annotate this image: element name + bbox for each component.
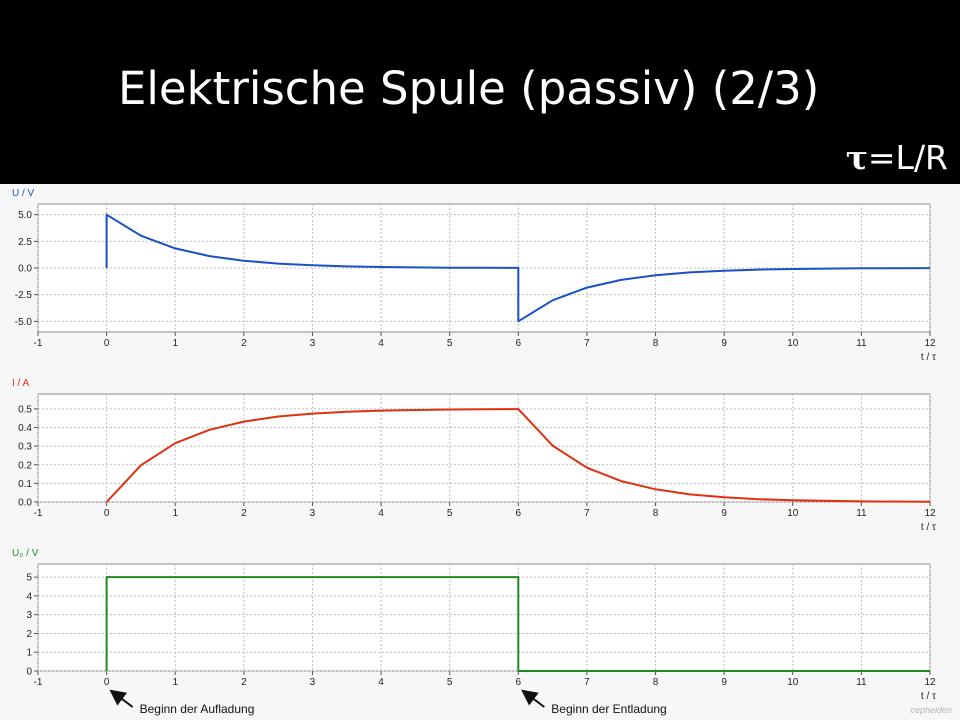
formula-rest: =L/R	[867, 138, 948, 177]
y-tick-label: 5	[26, 573, 32, 584]
time-constant-formula: τ=L/R	[846, 138, 948, 177]
x-tick-label: 10	[787, 677, 799, 688]
y-tick-label: 2.5	[18, 237, 32, 248]
y-tick-label: 4	[26, 591, 32, 602]
x-tick-label: 1	[172, 677, 178, 688]
y-tick-label: -5.0	[15, 317, 33, 328]
x-axis-label: t / τ	[921, 352, 936, 363]
x-tick-label: 0	[104, 338, 110, 349]
x-tick-label: 10	[787, 508, 799, 519]
x-tick-label: 9	[721, 338, 727, 349]
x-tick-label: 2	[241, 338, 247, 349]
x-tick-label: 5	[447, 508, 453, 519]
x-tick-label: 4	[378, 508, 384, 519]
x-tick-label: -1	[34, 338, 43, 349]
plot-area: -1 0 1 2 3 4 5 6 7 8 9 10 11 12 5.0 2.5 0.0 -2.5 -5.0 U / V…	[0, 184, 960, 720]
annotation-label: Beginn der Entladung	[551, 702, 666, 716]
y-tick-label: 0	[26, 667, 32, 678]
x-tick-label: 12	[924, 508, 936, 519]
y-tick-label: 3	[26, 610, 32, 621]
x-tick-label: 4	[378, 338, 384, 349]
x-tick-label: 12	[924, 338, 936, 349]
y-tick-label: 2	[26, 629, 32, 640]
y-tick-label: 0.0	[18, 498, 32, 509]
x-axis-label: t / τ	[921, 691, 936, 702]
x-tick-label: 2	[241, 508, 247, 519]
x-tick-label: 0	[104, 508, 110, 519]
x-tick-label: 5	[447, 338, 453, 349]
x-tick-label: 4	[378, 677, 384, 688]
plot-frame	[37, 563, 931, 672]
x-tick-label: 3	[310, 508, 316, 519]
x-tick-label: 3	[310, 338, 316, 349]
y-tick-label: 0.1	[18, 479, 32, 490]
series-line	[105, 408, 931, 503]
y-tick-label: 1	[26, 648, 32, 659]
y-axis-label: U / V	[12, 188, 35, 199]
y-tick-label: 0.0	[18, 264, 32, 275]
x-tick-label: 7	[584, 677, 590, 688]
x-tick-label: 6	[516, 677, 522, 688]
charts: -1 0 1 2 3 4 5 6 7 8 9 10 11 125.02.50.0-2.5-5.0U / V…	[12, 188, 936, 716]
x-tick-label: 5	[447, 677, 453, 688]
x-tick-label: 7	[584, 338, 590, 349]
series-line	[105, 576, 930, 672]
x-tick-label: 7	[584, 508, 590, 519]
x-tick-label: 9	[721, 508, 727, 519]
y-tick-label: 0.4	[18, 423, 32, 434]
series-line	[105, 213, 931, 323]
annotations: Beginn der Aufladung Beginn der Entladung	[109, 689, 667, 716]
x-tick-label: -1	[34, 508, 43, 519]
y-tick-label: 0.2	[18, 460, 32, 471]
x-tick-label: 6	[516, 338, 522, 349]
y-tick-label: 0.5	[18, 404, 32, 415]
annotation-arrow	[521, 689, 545, 708]
x-tick-label: 8	[653, 677, 659, 688]
x-tick-label: 12	[924, 677, 936, 688]
annotation-label: Beginn der Aufladung	[140, 702, 255, 716]
x-tick-label: 10	[787, 338, 799, 349]
chart-panel-1: -1 0 1 2 3 4 5 6 7 8 9 10 11 125.02.50.0-2.5-5.0U / V…	[12, 188, 936, 363]
x-tick-label: 3	[310, 677, 316, 688]
y-tick-label: 5.0	[18, 210, 32, 221]
x-tick-label: 9	[721, 677, 727, 688]
chart-panel-2: -1 0 1 2 3 4 5 6 7 8 9 10 11 120.50.40.30.20.10.0I / …	[12, 378, 936, 533]
x-tick-label: -1	[34, 677, 43, 688]
credit-text: cepheiden	[910, 705, 952, 715]
x-tick-label: 11	[856, 338, 867, 349]
x-tick-label: 6	[516, 508, 522, 519]
slide-title: Elektrische Spule (passiv) (2/3)	[118, 62, 820, 115]
y-tick-label: -2.5	[15, 290, 33, 301]
x-axis-label: t / τ	[921, 522, 936, 533]
y-tick-label: 0.3	[18, 442, 32, 453]
x-tick-label: 11	[856, 677, 867, 688]
annotation-arrow	[109, 689, 134, 708]
x-tick-label: 1	[172, 338, 178, 349]
y-axis-label: I / A	[12, 378, 30, 389]
x-tick-label: 11	[856, 508, 867, 519]
x-tick-label: 8	[653, 338, 659, 349]
tau-symbol: τ	[845, 138, 868, 177]
x-tick-label: 1	[172, 508, 178, 519]
y-axis-label: U₀ / V	[12, 548, 39, 559]
x-tick-label: 0	[104, 677, 110, 688]
x-tick-label: 2	[241, 677, 247, 688]
x-tick-label: 8	[653, 508, 659, 519]
plot-frame	[37, 393, 931, 503]
